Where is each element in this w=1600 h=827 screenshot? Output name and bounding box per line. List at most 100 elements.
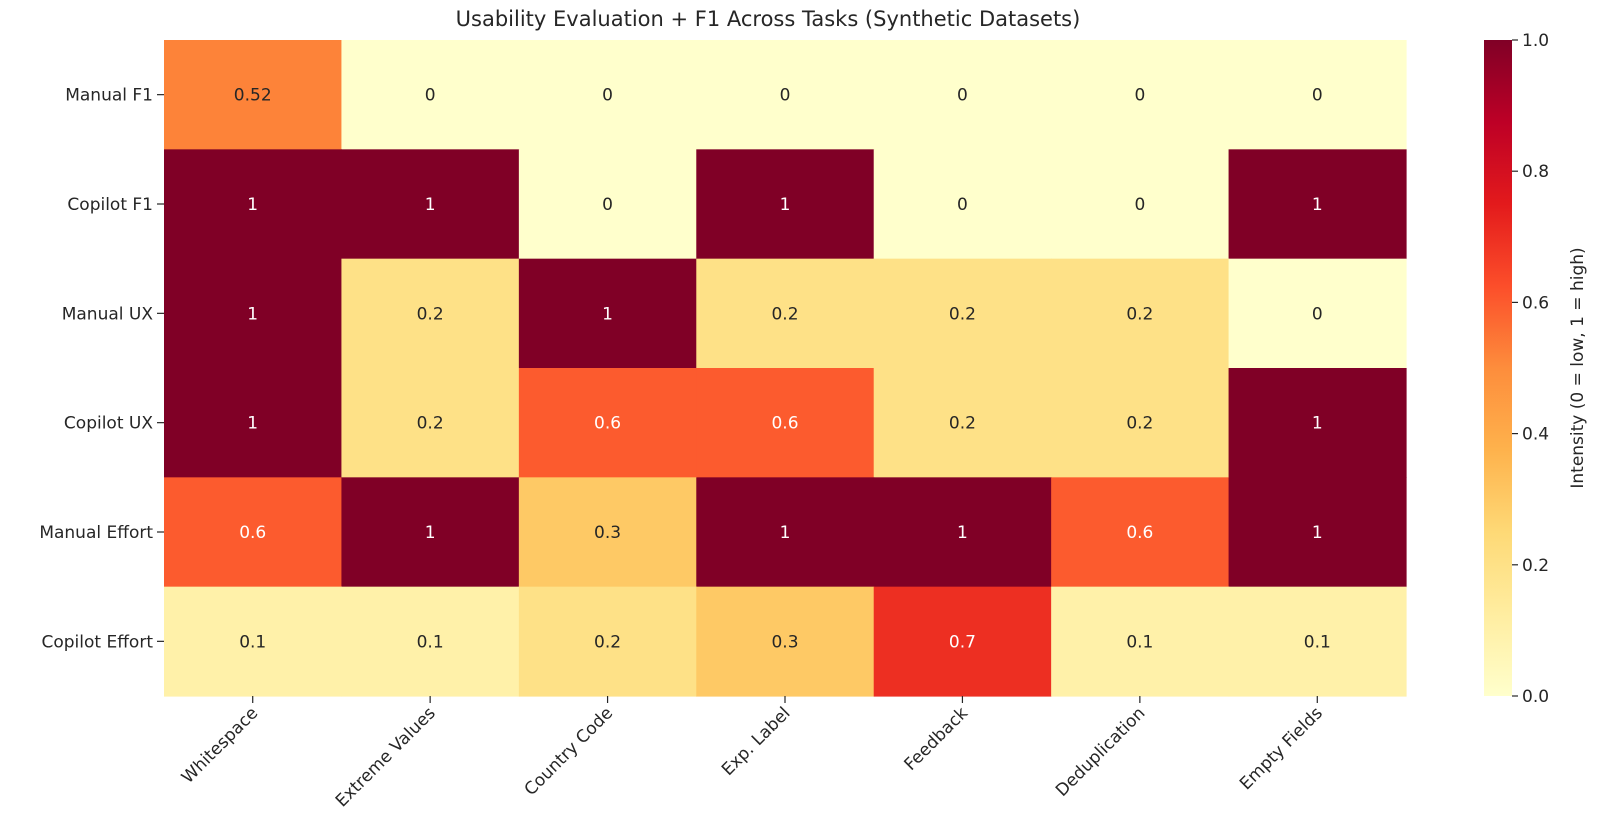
x-tick-label: Exp. Label	[718, 703, 795, 780]
chart-title: Usability Evaluation + F1 Across Tasks (…	[456, 7, 1081, 31]
heatmap-cell	[696, 149, 875, 260]
heatmap-cell	[696, 258, 875, 369]
heatmap-cell	[873, 368, 1052, 478]
heatmap-cell	[164, 586, 343, 697]
heatmap-cell	[341, 477, 520, 588]
cell-value-label: 1	[425, 523, 436, 543]
cell-value-label: 0	[1312, 304, 1323, 324]
cell-value-label: 0	[1134, 195, 1145, 215]
heatmap-cell	[518, 477, 697, 588]
cell-value-label: 0.2	[417, 414, 444, 434]
cell-value-label: 1	[957, 523, 968, 543]
cell-value-label: 0	[602, 86, 613, 106]
colorbar-tick-label: 0.6	[1522, 293, 1549, 313]
y-axis: Manual F1 Copilot F1 Manual UX Copilot UX Ma…	[39, 86, 164, 652]
heatmap-cell	[696, 368, 875, 478]
x-tick-label: Whitespace	[178, 703, 262, 787]
heatmap-cell	[873, 477, 1052, 588]
cell-value-label: 0.2	[1126, 304, 1153, 324]
heatmap-cell	[164, 477, 343, 588]
cell-value-label: 0.6	[771, 414, 798, 434]
heatmap-cell	[1228, 477, 1407, 588]
cell-value-label: 1	[1312, 414, 1323, 434]
heatmap-cell	[696, 40, 875, 150]
heatmap-cell	[518, 586, 697, 697]
y-tick-label: Manual F1	[65, 86, 153, 106]
cell-value-label: 0.2	[417, 304, 444, 324]
heatmap-cell	[873, 586, 1052, 697]
heatmap-cell	[341, 368, 520, 478]
heatmap-cell	[873, 149, 1052, 260]
cell-value-label: 1	[602, 304, 613, 324]
heatmap-cell	[1228, 149, 1407, 260]
cell-value-label: 0	[780, 86, 791, 106]
heatmap-cell	[341, 586, 520, 697]
cell-value-label: 0	[957, 195, 968, 215]
cell-value-label: 0.3	[771, 632, 798, 652]
heatmap-cell	[341, 149, 520, 260]
cell-value-label: 0.2	[771, 304, 798, 324]
cell-value-label: 0	[1312, 86, 1323, 106]
heatmap-cell	[1228, 368, 1407, 478]
heatmap-cell	[873, 40, 1052, 150]
heatmap-cell	[341, 40, 520, 150]
y-tick-label: Copilot UX	[64, 414, 153, 434]
cell-value-label: 1	[780, 195, 791, 215]
heatmap-cell	[696, 477, 875, 588]
cell-value-label: 1	[425, 195, 436, 215]
heatmap-cell	[1228, 40, 1407, 150]
cell-value-label: 0.6	[594, 414, 621, 434]
x-tick-label: Extreme Values	[332, 703, 440, 811]
cell-value-label: 0.1	[1126, 632, 1153, 652]
colorbar-gradient	[1484, 40, 1512, 696]
cell-value-label: 0.52	[234, 86, 272, 106]
heatmap-cell	[1228, 258, 1407, 369]
colorbar: 0.0 0.2 0.4 0.6 0.8 1.0 Intensity (0 = low, 1…	[1484, 31, 1588, 707]
heatmap-cell	[164, 149, 343, 260]
cell-value-label: 0.7	[949, 632, 976, 652]
x-tick-label: Empty Fields	[1236, 703, 1327, 794]
colorbar-tick-label: 1.0	[1522, 31, 1549, 51]
heatmap-cell	[1228, 586, 1407, 697]
cell-value-label: 0	[425, 86, 436, 106]
cell-value-label: 0.2	[949, 304, 976, 324]
cell-value-label: 0.2	[594, 632, 621, 652]
heatmap-cell	[518, 149, 697, 260]
heatmap-cell	[1051, 368, 1230, 478]
heatmap-cell	[341, 258, 520, 369]
heatmap-cell	[518, 258, 697, 369]
heatmap-cell	[518, 40, 697, 150]
colorbar-label: Intensity (0 = low, 1 = high)	[1568, 247, 1588, 488]
heatmap-cell	[1051, 586, 1230, 697]
cell-value-label: 0.3	[594, 523, 621, 543]
cell-value-label: 1	[1312, 523, 1323, 543]
colorbar-tick-label: 0.8	[1522, 162, 1549, 182]
cell-value-label: 0.6	[1126, 523, 1153, 543]
heatmap-cell-labels: 0.52 0 0 0 0 0 0 1 1 0 1 0 0 1 1 0.2 1 0.2 0.2 0.2 0 1 0.2 0.6 0…	[234, 86, 1331, 653]
colorbar-tick-label: 0.2	[1522, 556, 1549, 576]
y-tick-label: Copilot F1	[67, 195, 153, 215]
cell-value-label: 0.2	[1126, 414, 1153, 434]
heatmap-cell	[1051, 258, 1230, 369]
colorbar-ticks: 0.0 0.2 0.4 0.6 0.8 1.0	[1512, 31, 1549, 707]
y-tick-label: Copilot Effort	[42, 632, 154, 652]
heatmap-cell	[696, 586, 875, 697]
x-tick-label: Deduplication	[1052, 703, 1149, 800]
cell-value-label: 0.1	[1304, 632, 1331, 652]
colorbar-tick-label: 0.4	[1522, 425, 1549, 445]
x-axis: Whitespace Extreme Values Country Code Exp.…	[178, 696, 1327, 811]
cell-value-label: 1	[247, 414, 258, 434]
heatmap-cell	[164, 368, 343, 478]
cell-value-label: 0	[602, 195, 613, 215]
heatmap-cells	[164, 40, 1407, 697]
cell-value-label: 0.6	[239, 523, 266, 543]
cell-value-label: 1	[247, 195, 258, 215]
heatmap-cell	[1051, 40, 1230, 150]
heatmap-cell	[164, 40, 343, 150]
x-tick-label: Country Code	[521, 703, 617, 799]
cell-value-label: 0	[1134, 86, 1145, 106]
cell-value-label: 0	[957, 86, 968, 106]
heatmap-cell	[1051, 477, 1230, 588]
y-tick-label: Manual Effort	[39, 523, 153, 543]
